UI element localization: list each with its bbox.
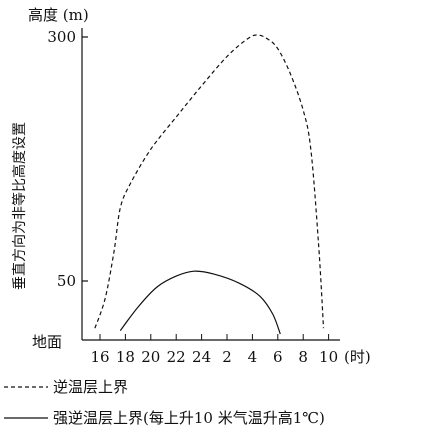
strong-inversion-layer-upper-boundary-line <box>119 270 281 335</box>
y-axis-title: 高度 (m) <box>28 6 89 24</box>
x-tick-label: 10 <box>319 348 338 366</box>
x-tick-label: 8 <box>298 348 308 366</box>
x-tick-label: 20 <box>141 348 160 366</box>
x-tick-label: 22 <box>167 348 186 366</box>
x-axis-unit: (时) <box>344 348 371 366</box>
series-group <box>94 34 325 335</box>
x-tick-label: 2 <box>222 348 232 366</box>
x-tick-label: 6 <box>273 348 283 366</box>
x-ticks: 16 18 20 22 24 2 4 6 8 10 <box>90 334 338 366</box>
ground-label: 地面 <box>32 333 62 351</box>
x-tick-label: 18 <box>116 348 135 366</box>
y-tick-label: 50 <box>57 272 76 290</box>
y-axis-side-note: 垂直方向为非等比高度设置 <box>11 122 28 290</box>
legend-label-solid: 强逆温层上界(每上升10 米气温升高1℃) <box>53 409 325 427</box>
y-ticks: 300 50 <box>47 28 88 290</box>
legend: 逆温层上界 强逆温层上界(每上升10 米气温升高1℃) <box>4 378 325 427</box>
x-tick-label: 24 <box>192 348 211 366</box>
y-tick-label: 300 <box>47 28 76 46</box>
inversion-layer-upper-boundary-line <box>94 34 325 329</box>
x-tick-label: 4 <box>248 348 258 366</box>
x-tick-label: 16 <box>90 348 109 366</box>
legend-label-dashed: 逆温层上界 <box>53 378 128 396</box>
